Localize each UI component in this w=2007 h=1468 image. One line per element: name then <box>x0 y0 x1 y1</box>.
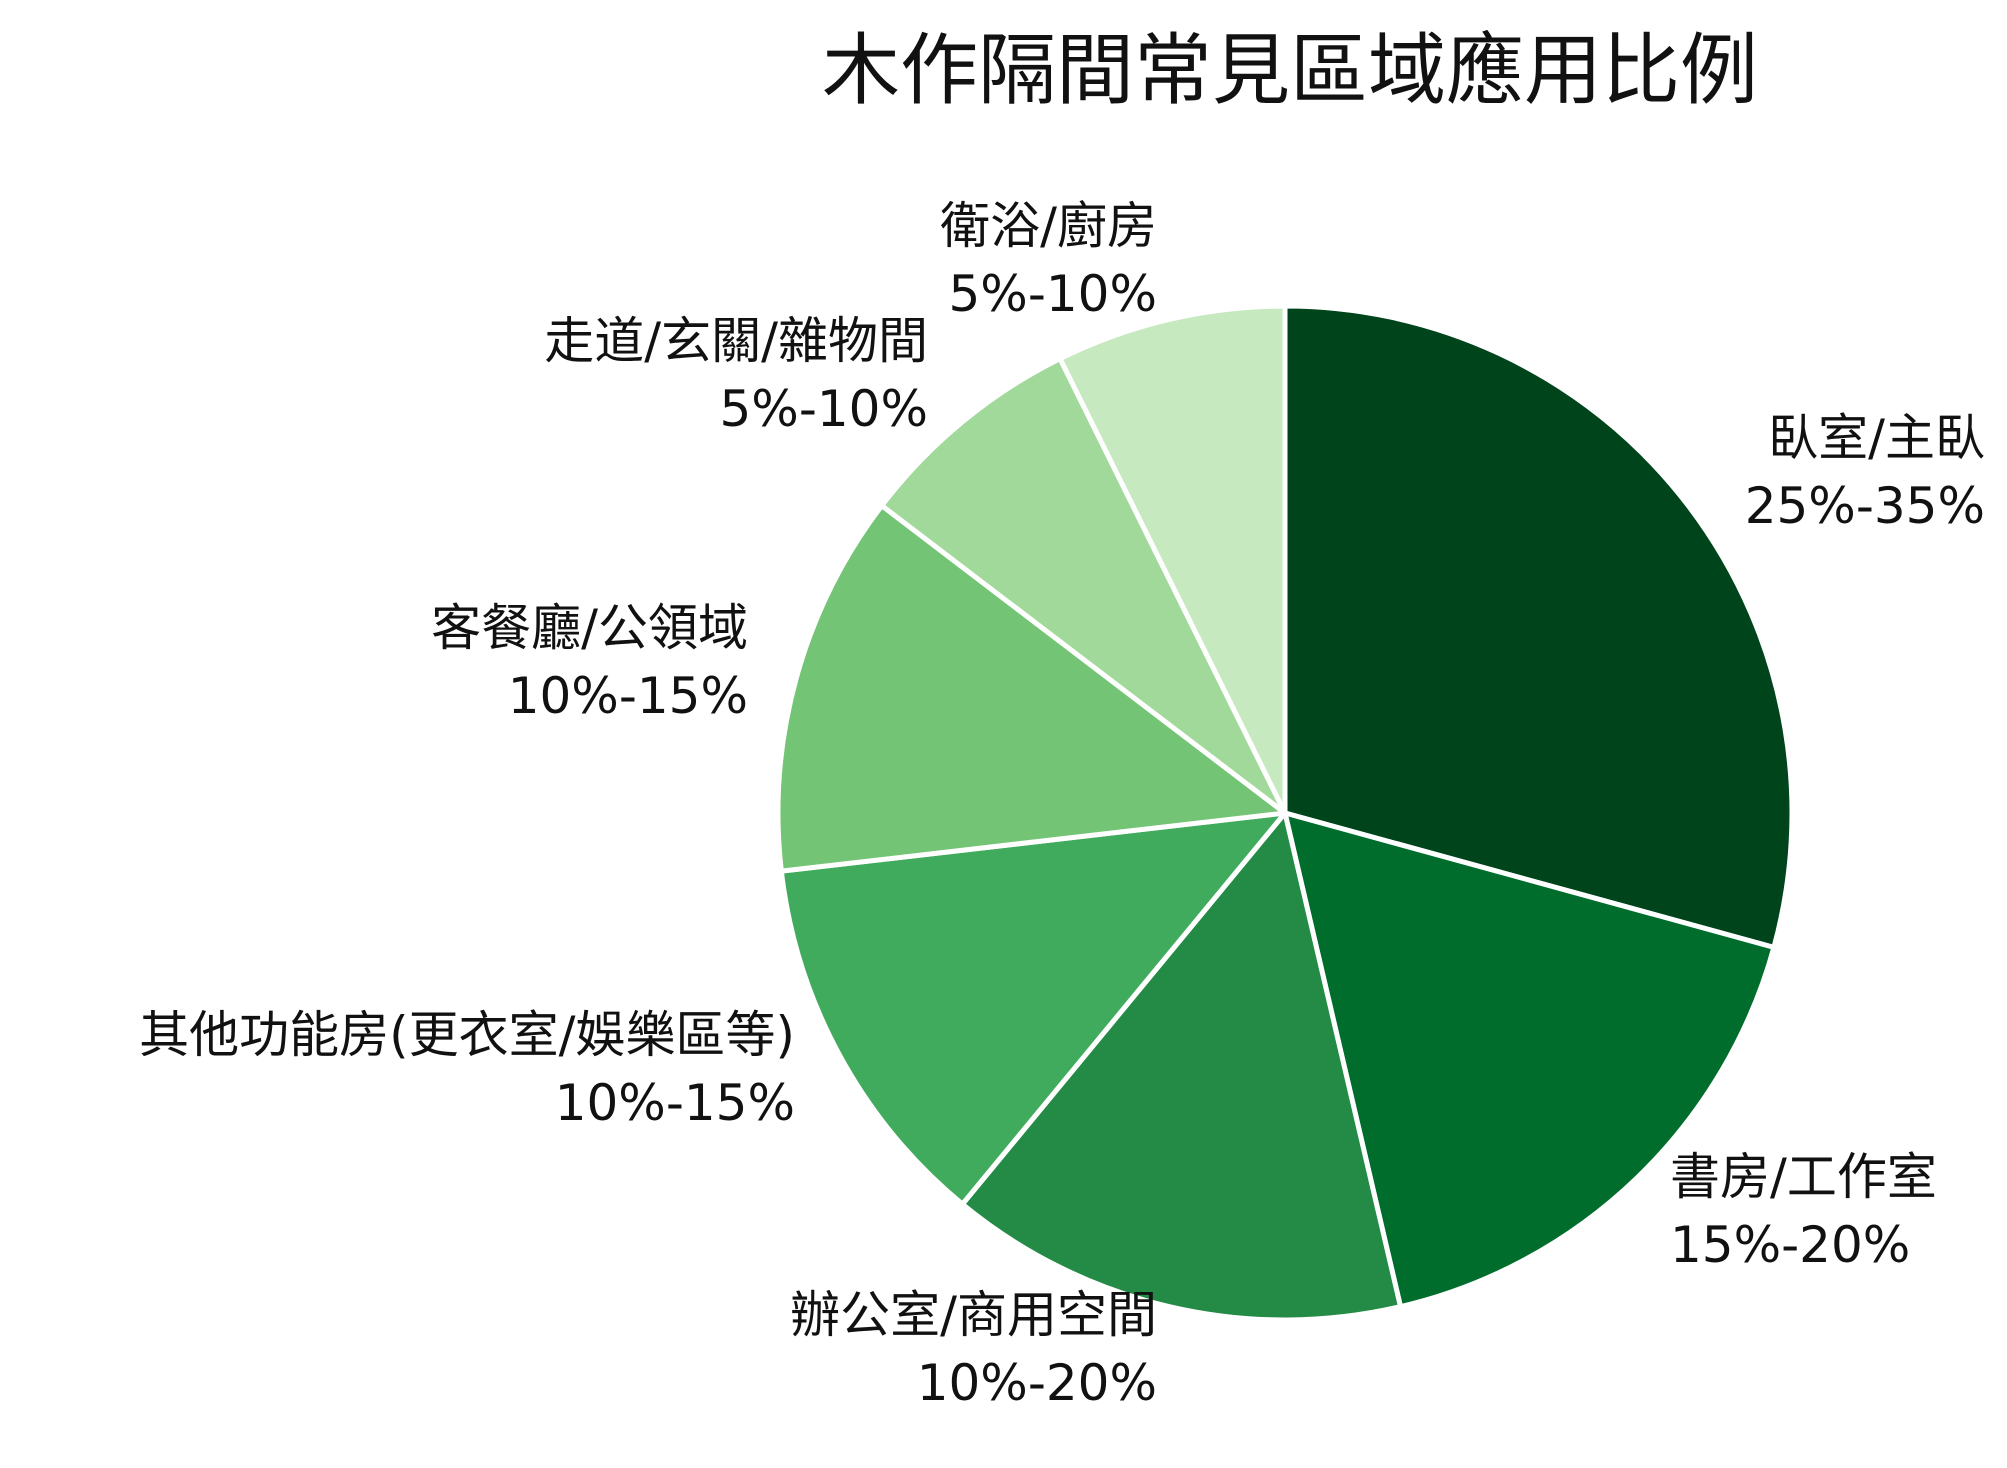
slice-label-range-3: 10%-20% <box>917 1354 1157 1412</box>
pie-slice-3 <box>959 810 1404 1323</box>
pie-slice-5 <box>775 503 1288 874</box>
slice-label-name-5: 客餐廳/公領域 <box>431 599 748 657</box>
slice-label-range-6: 5%-10% <box>720 380 929 438</box>
pie-slice-7 <box>1057 303 1288 816</box>
slice-label-name-3: 辦公室/商用空間 <box>790 1286 1157 1344</box>
pie-slice-4 <box>778 810 1288 1207</box>
slice-label-range-1: 25%-35% <box>1745 477 1985 535</box>
slice-label-range-5: 10%-15% <box>508 667 748 725</box>
pie-slice-1 <box>1282 303 1795 950</box>
slice-label-name-4: 其他功能房(更衣室/娛樂區等) <box>139 1006 795 1064</box>
slice-label-name-6: 走道/玄關/雜物間 <box>544 312 928 370</box>
pie-slices <box>775 303 1795 1323</box>
slice-label-name-1: 臥室/主臥 <box>1768 409 1985 467</box>
chart-title: 木作隔間常見區域應用比例 <box>822 26 1758 116</box>
slice-label-range-4: 10%-15% <box>555 1074 795 1132</box>
slice-label-range-2: 15%-20% <box>1670 1216 1910 1274</box>
slice-label-name-7: 衛浴/廚房 <box>940 197 1157 255</box>
slice-label-range-7: 5%-10% <box>949 265 1158 323</box>
pie-slice-2 <box>1282 810 1777 1310</box>
pie-slice-6 <box>879 356 1288 816</box>
slice-label-name-2: 書房/工作室 <box>1670 1148 1937 1206</box>
slice-labels: 臥室/主臥 25%-35% 書房/工作室 15%-20% 辦公室/商用空間 10%-20%… <box>139 197 1985 1412</box>
